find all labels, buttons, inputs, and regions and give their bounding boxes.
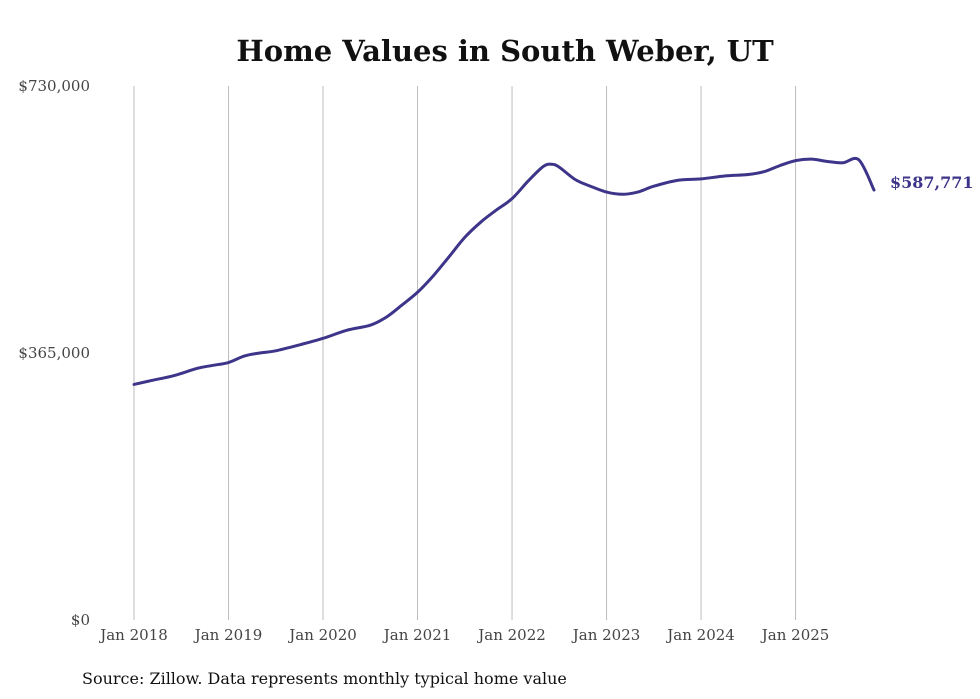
y-tick-label: $730,000 bbox=[18, 77, 90, 95]
x-tick-label: Jan 2019 bbox=[193, 626, 263, 644]
series-line bbox=[132, 156, 876, 386]
y-axis-ticks: $0 $365,000 $730,000 bbox=[18, 77, 90, 629]
gridlines bbox=[133, 86, 797, 620]
x-tick-label: Jan 2021 bbox=[382, 626, 452, 644]
y-tick-label: $365,000 bbox=[18, 344, 90, 362]
y-tick-label: $0 bbox=[71, 611, 90, 629]
series-layer: $587,771 bbox=[132, 156, 974, 386]
x-tick-label: Jan 2022 bbox=[476, 626, 546, 644]
chart-title: Home Values in South Weber, UT bbox=[236, 34, 774, 68]
x-tick-label: Jan 2020 bbox=[287, 626, 357, 644]
source-note: Source: Zillow. Data represents monthly … bbox=[82, 669, 567, 688]
x-tick-label: Jan 2023 bbox=[571, 626, 641, 644]
x-tick-label: Jan 2024 bbox=[665, 626, 735, 644]
x-tick-label: Jan 2025 bbox=[760, 626, 830, 644]
x-tick-label: Jan 2018 bbox=[98, 626, 168, 644]
end-value-label: $587,771 bbox=[890, 173, 974, 192]
x-axis-ticks: Jan 2018 Jan 2019 Jan 2020 Jan 2021 Jan 2022… bbox=[98, 626, 829, 644]
